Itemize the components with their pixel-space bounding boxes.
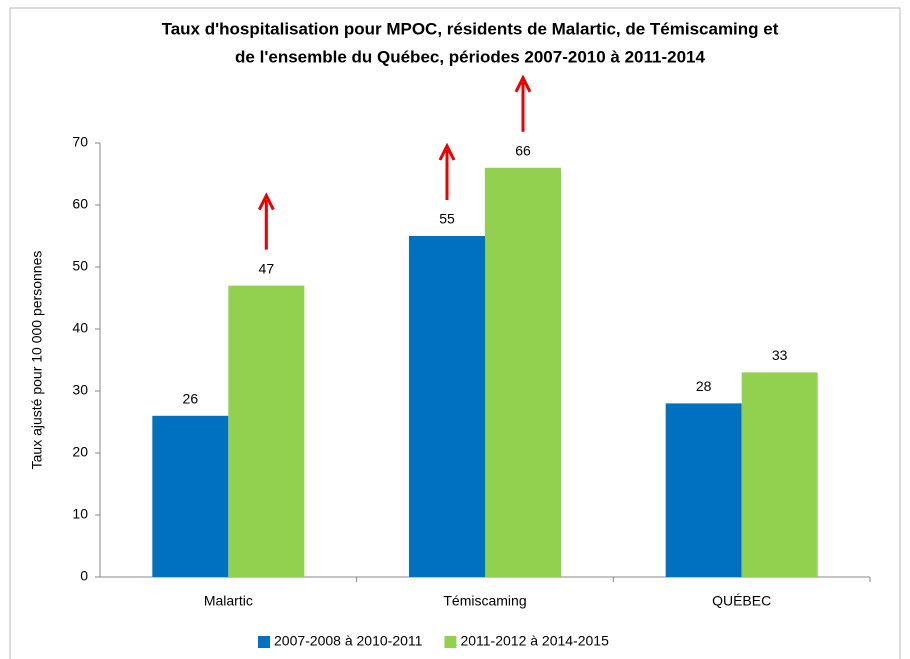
chart-title: Taux d'hospitalisation pour MPOC, réside…: [162, 19, 779, 38]
data-label: 28: [696, 378, 712, 394]
y-tick-label: 20: [72, 444, 88, 460]
arrow-head: [514, 74, 532, 93]
bar: [485, 167, 561, 578]
legend-label: 2007-2008 à 2010-2011: [274, 633, 423, 649]
data-label: 66: [515, 143, 531, 159]
bar: [665, 403, 742, 577]
bar: [228, 285, 305, 577]
data-label: 47: [259, 260, 275, 276]
data-label: 26: [183, 391, 199, 407]
x-tick-label: QUÉBEC: [712, 593, 771, 609]
y-tick-label: 0: [80, 568, 88, 584]
legend-swatch: [258, 636, 270, 648]
y-axis-label: Taux ajusté pour 10 000 personnes: [29, 251, 45, 470]
x-tick-label: Malartic: [204, 593, 253, 609]
chart-title: de l'ensemble du Québec, périodes 2007-2…: [235, 47, 705, 66]
chart-border: [9, 7, 901, 659]
y-tick-label: 30: [72, 382, 88, 398]
legend-label: 2011-2012 à 2014-2015: [460, 633, 609, 649]
arrow-head: [438, 142, 456, 161]
y-tick-label: 70: [72, 134, 88, 150]
legend-swatch: [444, 636, 457, 648]
y-tick-label: 50: [72, 258, 88, 274]
bar: [741, 372, 818, 577]
bar: [152, 415, 229, 577]
x-tick-label: Témiscaming: [443, 593, 526, 609]
arrow-head: [257, 192, 275, 211]
y-tick-label: 60: [72, 196, 88, 212]
y-tick-label: 10: [72, 506, 88, 522]
bar: [409, 236, 485, 577]
data-label: 33: [772, 347, 788, 363]
data-label: 55: [439, 211, 455, 227]
y-tick-label: 40: [72, 320, 88, 336]
